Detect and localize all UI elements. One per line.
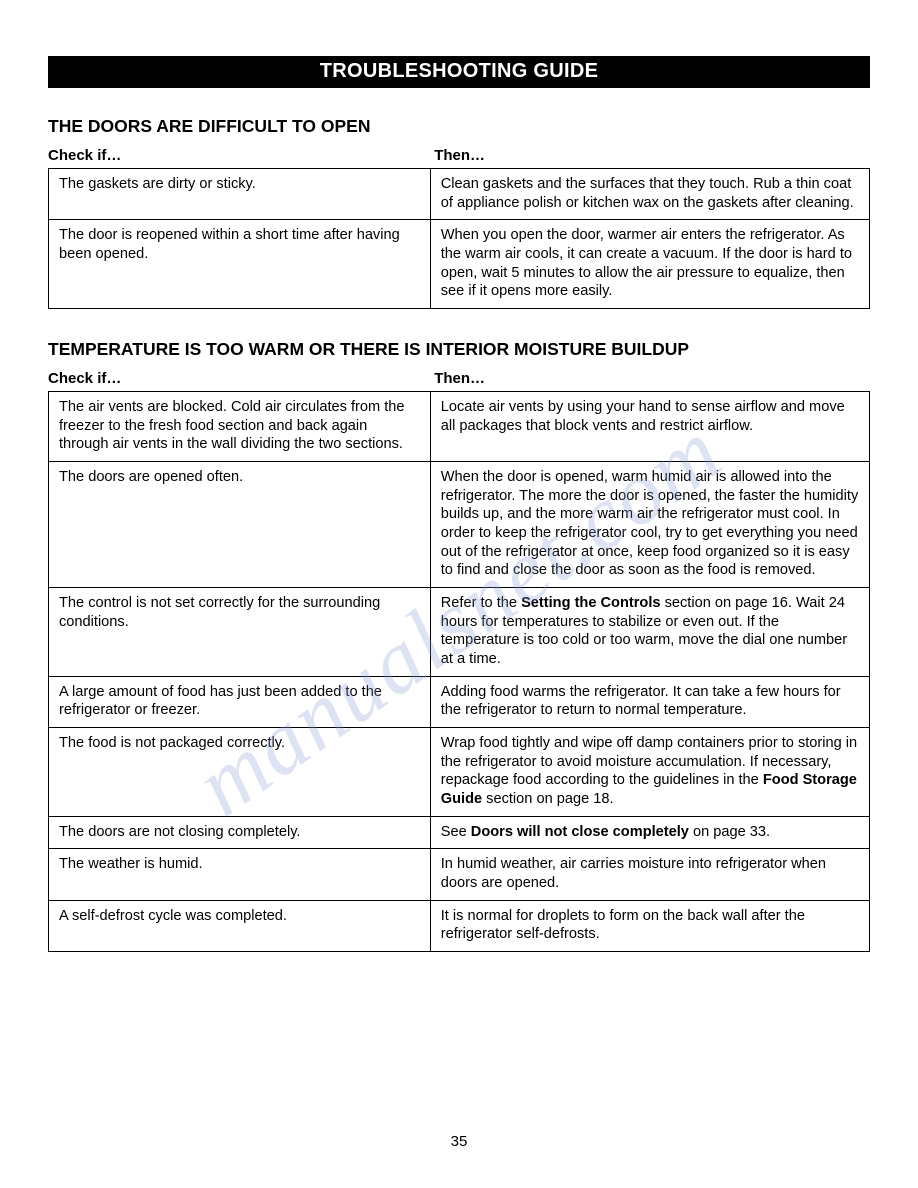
check-cell: The doors are not closing completely. [49,816,431,849]
then-cell: See Doors will not close completely on p… [430,816,869,849]
check-cell: The air vents are blocked. Cold air circ… [49,392,431,462]
section1-table: The gaskets are dirty or sticky. Clean g… [48,168,870,309]
then-text-bold: Setting the Controls [521,595,660,611]
table-row: The doors are not closing completely. Se… [49,816,870,849]
table-row: A large amount of food has just been add… [49,676,870,727]
then-text-bold: Doors will not close completely [471,824,689,840]
then-text-mid: on page 33. [689,824,770,840]
table-row: The control is not set correctly for the… [49,588,870,677]
section1-column-headers: Check if… Then… [48,147,870,164]
section2-table: The air vents are blocked. Cold air circ… [48,391,870,952]
check-cell: The food is not packaged correctly. [49,728,431,817]
then-cell: Locate air vents by using your hand to s… [430,392,869,462]
section2-column-headers: Check if… Then… [48,370,870,387]
section1-title: THE DOORS ARE DIFFICULT TO OPEN [48,116,870,137]
then-text-mid: section on page 18. [482,791,613,807]
table-row: The doors are opened often. When the doo… [49,462,870,588]
then-text-pre: See [441,824,471,840]
then-cell: In humid weather, air carries moisture i… [430,849,869,900]
table-row: The air vents are blocked. Cold air circ… [49,392,870,462]
table-row: The food is not packaged correctly. Wrap… [49,728,870,817]
check-cell: The control is not set correctly for the… [49,588,431,677]
col-header-check: Check if… [48,147,430,164]
check-cell: The door is reopened within a short time… [49,220,431,309]
col-header-then: Then… [430,370,870,387]
page-number: 35 [0,1133,918,1150]
section2-title: TEMPERATURE IS TOO WARM OR THERE IS INTE… [48,339,870,360]
then-cell: When you open the door, warmer air enter… [430,220,869,309]
then-text-pre: Refer to the [441,595,521,611]
table-row: The gaskets are dirty or sticky. Clean g… [49,169,870,220]
table-row: The door is reopened within a short time… [49,220,870,309]
page-banner-title: TROUBLESHOOTING GUIDE [48,56,870,88]
check-cell: The doors are opened often. [49,462,431,588]
then-cell: Wrap food tightly and wipe off damp cont… [430,728,869,817]
table-row: The weather is humid. In humid weather, … [49,849,870,900]
then-cell: It is normal for droplets to form on the… [430,900,869,951]
col-header-check: Check if… [48,370,430,387]
check-cell: A large amount of food has just been add… [49,676,431,727]
check-cell: The gaskets are dirty or sticky. [49,169,431,220]
col-header-then: Then… [430,147,870,164]
then-cell: Clean gaskets and the surfaces that they… [430,169,869,220]
check-cell: A self-defrost cycle was completed. [49,900,431,951]
table-row: A self-defrost cycle was completed. It i… [49,900,870,951]
then-cell: Adding food warms the refrigerator. It c… [430,676,869,727]
then-cell: When the door is opened, warm humid air … [430,462,869,588]
then-cell: Refer to the Setting the Controls sectio… [430,588,869,677]
check-cell: The weather is humid. [49,849,431,900]
